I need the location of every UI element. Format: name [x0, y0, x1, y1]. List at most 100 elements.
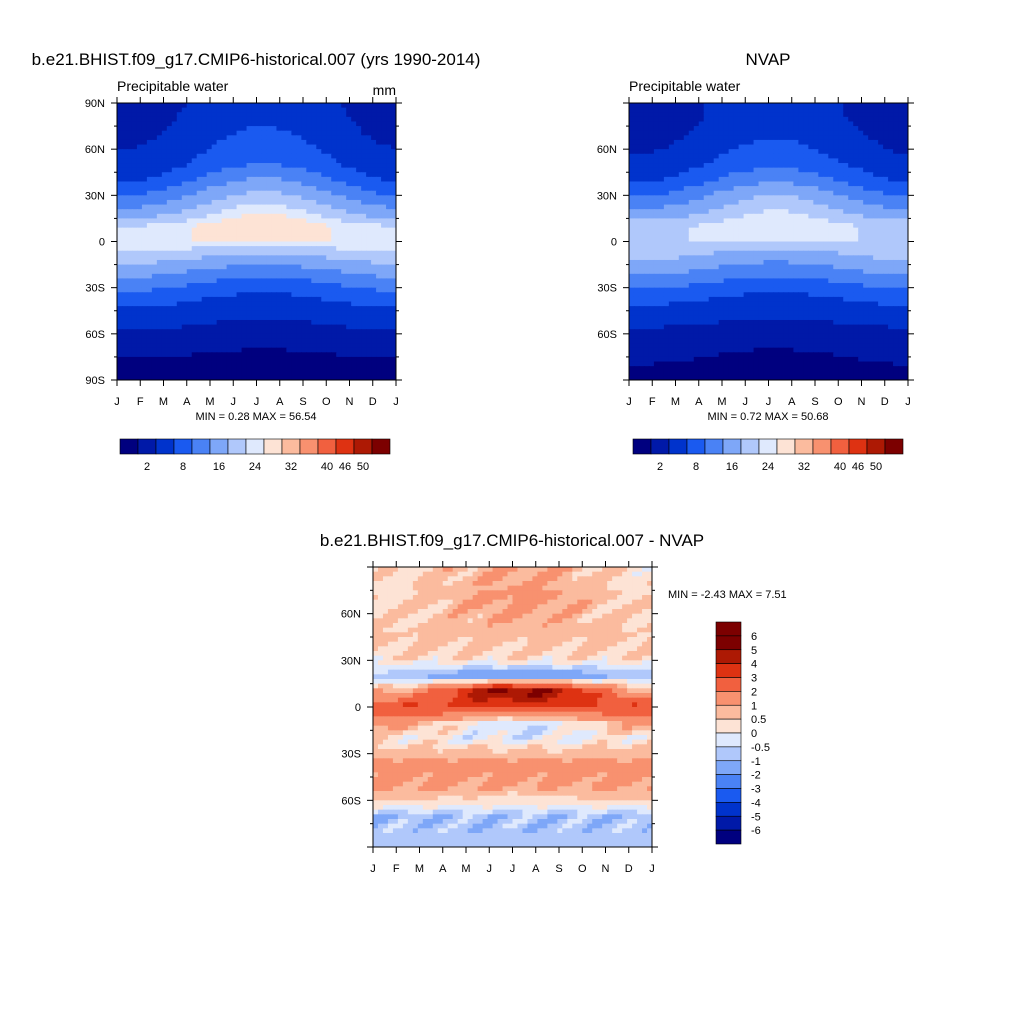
contour-cell	[221, 167, 228, 173]
contour-cell	[336, 283, 342, 289]
contour-cell	[361, 352, 367, 358]
contour-cell	[256, 264, 263, 270]
contour-cell	[336, 338, 342, 344]
contour-cell	[311, 236, 317, 243]
contour-cell	[246, 347, 253, 353]
contour-cell	[246, 199, 253, 206]
contour-cell	[823, 223, 829, 229]
contour-cell	[768, 126, 775, 132]
contour-cell	[141, 236, 148, 243]
contour-cell	[266, 255, 273, 261]
contour-cell	[683, 227, 690, 233]
contour-cell	[211, 176, 218, 183]
contour-cell	[351, 204, 357, 210]
contour-cell	[201, 236, 208, 243]
contour-cell	[276, 126, 283, 132]
contour-cell	[366, 158, 372, 164]
contour-cell	[246, 130, 253, 136]
contour-cell	[221, 149, 228, 155]
contour-cell	[221, 333, 228, 340]
contour-cell	[678, 107, 685, 113]
contour-cell	[311, 135, 317, 141]
contour-cell	[808, 181, 814, 187]
contour-cell	[893, 149, 899, 155]
contour-cell	[306, 296, 312, 303]
contour-cell	[311, 103, 317, 109]
contour-cell	[146, 319, 153, 326]
contour-cell	[251, 301, 258, 307]
contour-cell	[226, 172, 233, 178]
contour-cell	[196, 329, 203, 335]
contour-cell	[311, 264, 317, 270]
contour-cell	[868, 112, 874, 118]
contour-cell	[191, 264, 198, 270]
contour-cell	[246, 264, 253, 270]
contour-cell	[306, 126, 312, 132]
contour-cell	[266, 333, 273, 340]
contour-cell	[151, 227, 158, 233]
contour-cell	[738, 186, 745, 192]
contour-cell	[653, 121, 660, 127]
contour-cell	[246, 338, 253, 344]
contour-cell	[629, 167, 635, 173]
contour-cell	[878, 204, 884, 210]
contour-cell	[131, 172, 138, 178]
contour-cell	[121, 329, 128, 335]
contour-cell	[331, 278, 337, 284]
contour-cell	[341, 250, 347, 256]
contour-cell	[793, 112, 799, 118]
contour-cell	[276, 273, 283, 280]
panel-units-label: mm	[373, 82, 396, 98]
contour-cell	[758, 116, 765, 123]
contour-cell	[117, 107, 123, 113]
contour-cell	[266, 227, 273, 233]
contour-cell	[281, 209, 287, 215]
contour-cell	[713, 199, 720, 206]
contour-cell	[321, 130, 327, 136]
contour-cell	[366, 103, 372, 109]
contour-cell	[763, 116, 770, 123]
contour-cell	[176, 204, 183, 210]
contour-cell	[136, 269, 143, 275]
contour-cell	[356, 269, 362, 275]
contour-cell	[346, 315, 352, 321]
contour-cell	[633, 144, 640, 150]
contour-cell	[306, 144, 312, 150]
contour-cell	[311, 250, 317, 256]
contour-cell	[286, 255, 292, 261]
contour-cell	[893, 107, 899, 113]
contour-cell	[356, 232, 362, 238]
contour-cell	[728, 199, 735, 206]
contour-cell	[191, 296, 198, 303]
contour-cell	[823, 186, 829, 192]
contour-cell	[301, 139, 307, 146]
contour-cell	[321, 227, 327, 233]
contour-cell	[191, 227, 198, 233]
contour-cell	[276, 232, 283, 238]
contour-cell	[361, 213, 367, 220]
contour-cell	[366, 218, 372, 224]
contour-cell	[883, 209, 889, 215]
contour-cell	[306, 287, 312, 293]
contour-cell	[181, 176, 188, 183]
contour-cell	[376, 306, 382, 312]
contour-cell	[629, 144, 635, 150]
contour-cell	[221, 121, 228, 127]
contour-cell	[286, 153, 292, 159]
contour-cell	[331, 361, 337, 367]
contour-cell	[261, 126, 268, 132]
contour-cell	[788, 204, 795, 210]
contour-cell	[371, 352, 377, 358]
contour-cell	[738, 130, 745, 136]
contour-cell	[216, 186, 223, 192]
contour-cell	[808, 190, 814, 196]
contour-cell	[171, 333, 178, 340]
contour-cell	[131, 209, 138, 215]
contour-cell	[226, 121, 233, 127]
contour-cell	[788, 112, 795, 118]
contour-cell	[146, 352, 153, 358]
contour-cell	[126, 227, 133, 233]
contour-cell	[246, 190, 253, 196]
contour-cell	[848, 112, 854, 118]
contour-cell	[256, 116, 263, 123]
